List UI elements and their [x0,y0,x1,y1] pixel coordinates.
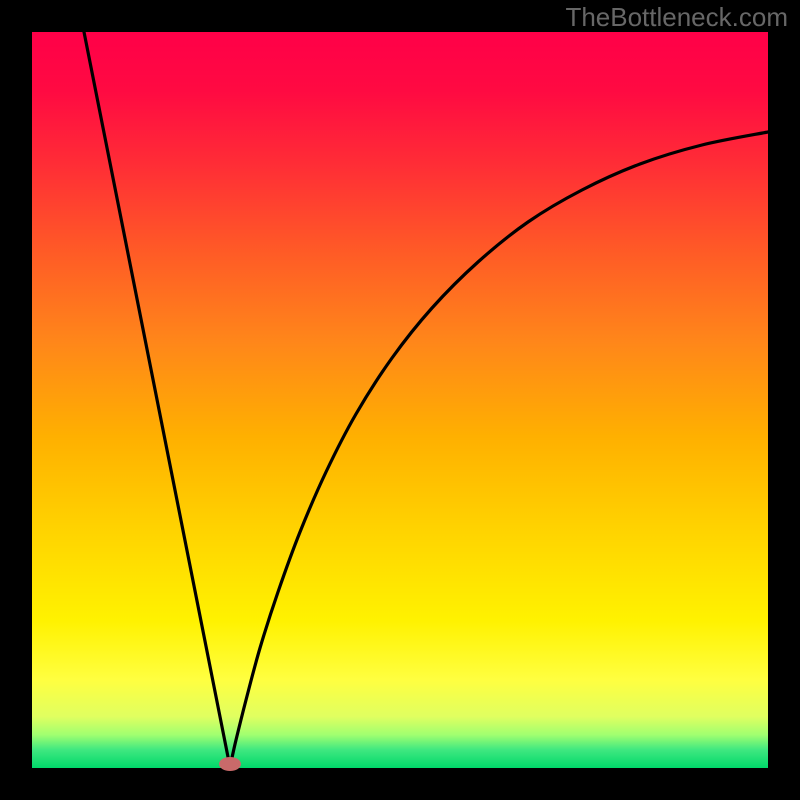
optimal-point-marker [219,757,241,771]
chart-background-gradient [32,32,768,768]
chart-container: TheBottleneck.com [0,0,800,800]
watermark-text: TheBottleneck.com [565,2,788,33]
bottleneck-chart [0,0,800,800]
